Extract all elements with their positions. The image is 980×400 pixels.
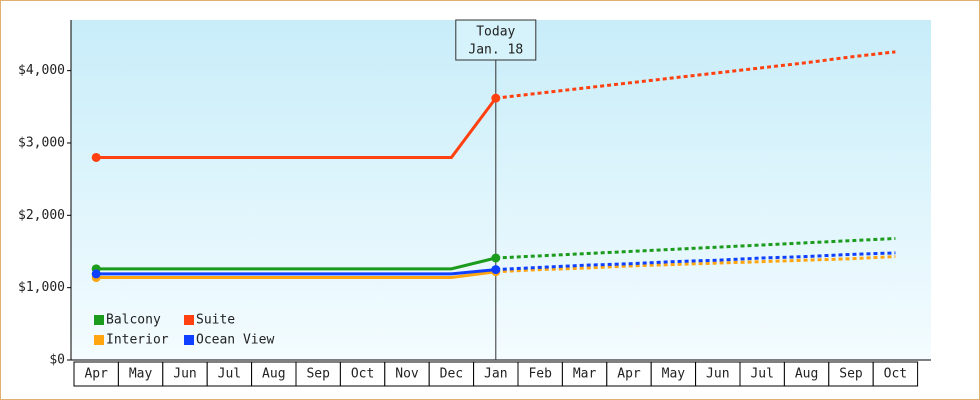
today-box bbox=[455, 19, 537, 61]
x-category-box bbox=[695, 361, 741, 387]
series-line bbox=[96, 97, 498, 159]
y-tick-label: $4,000 bbox=[18, 63, 65, 78]
x-tick-label: Nov bbox=[395, 367, 419, 382]
legend-swatch bbox=[94, 335, 104, 345]
series-forecast-line bbox=[495, 236, 896, 260]
series-point bbox=[91, 152, 101, 162]
x-tick-label: Jun bbox=[173, 367, 196, 382]
x-category-box bbox=[473, 361, 519, 387]
y-tick-label: $0 bbox=[49, 353, 65, 368]
series-line bbox=[96, 256, 497, 271]
series-point bbox=[491, 93, 501, 103]
x-tick-label: Jul bbox=[750, 367, 773, 382]
legend-swatch bbox=[94, 315, 104, 325]
x-category-box bbox=[828, 361, 874, 387]
x-category-box bbox=[251, 361, 297, 387]
x-tick-label: Apr bbox=[617, 367, 641, 382]
legend-label: Interior bbox=[106, 333, 169, 348]
x-category-box bbox=[872, 361, 919, 387]
x-category-box bbox=[206, 361, 253, 387]
legend-label: Balcony bbox=[106, 313, 161, 328]
x-tick-label: Jul bbox=[218, 367, 241, 382]
series-point bbox=[491, 253, 501, 263]
y-tick-label: $3,000 bbox=[18, 135, 65, 150]
x-tick-label: Jun bbox=[706, 367, 729, 382]
today-label: Today bbox=[476, 25, 515, 40]
x-category-box bbox=[73, 361, 119, 387]
series-line bbox=[96, 268, 496, 276]
y-tick-label: $1,000 bbox=[18, 280, 65, 295]
x-category-box bbox=[561, 361, 608, 387]
legend-label: Suite bbox=[196, 313, 235, 328]
series-point bbox=[491, 265, 501, 275]
x-category-box bbox=[739, 361, 785, 387]
y-tick-label: $2,000 bbox=[18, 208, 65, 223]
legend-swatch bbox=[184, 315, 194, 325]
x-tick-label: May bbox=[129, 367, 153, 382]
x-tick-label: Aug bbox=[795, 367, 818, 382]
x-tick-label: Oct bbox=[884, 367, 907, 382]
x-tick-label: Feb bbox=[528, 367, 552, 382]
series-forecast-line bbox=[495, 251, 896, 272]
series-forecast-line bbox=[495, 255, 896, 274]
x-tick-label: Oct bbox=[351, 367, 374, 382]
x-tick-label: Mar bbox=[573, 367, 597, 382]
legend-swatch bbox=[184, 335, 194, 345]
plot-area bbox=[71, 20, 931, 360]
x-tick-label: Sep bbox=[839, 367, 863, 382]
x-tick-label: Jan bbox=[484, 367, 507, 382]
x-category-box bbox=[606, 361, 652, 387]
x-category-box bbox=[162, 361, 208, 387]
x-tick-label: Sep bbox=[306, 367, 330, 382]
x-category-box bbox=[117, 361, 164, 387]
x-tick-label: Dec bbox=[440, 367, 463, 382]
x-tick-label: Apr bbox=[84, 367, 108, 382]
x-tick-label: Aug bbox=[262, 367, 285, 382]
today-label: Jan. 18 bbox=[468, 43, 523, 58]
series-line bbox=[96, 270, 496, 280]
x-tick-label: May bbox=[662, 367, 686, 382]
series-point bbox=[91, 269, 101, 279]
legend-label: Ocean View bbox=[196, 333, 274, 348]
x-category-box bbox=[384, 361, 430, 387]
